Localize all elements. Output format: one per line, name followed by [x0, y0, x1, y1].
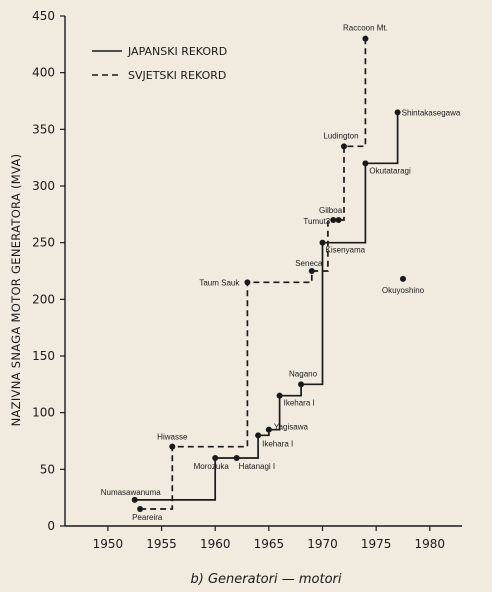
point-label: Ikehara I: [284, 399, 315, 408]
data-point: [394, 109, 401, 116]
point-label: Ludington: [323, 131, 358, 140]
point-label: Yagisawa: [274, 423, 309, 432]
data-point: [330, 217, 337, 223]
data-point: [233, 455, 240, 461]
data-point: [265, 426, 272, 433]
data-point: [335, 217, 342, 223]
y-tick-label: 200: [32, 292, 55, 306]
y-tick-label: 300: [32, 179, 55, 193]
point-label: Hiwasse: [157, 433, 188, 442]
data-point: [319, 239, 326, 246]
y-tick-label: 250: [32, 236, 55, 250]
data-point: [137, 506, 144, 512]
data-point: [399, 275, 406, 282]
point-label: Numasawanuma: [101, 488, 162, 497]
x-tick-label: 1970: [307, 537, 338, 551]
point-label: Peareira: [132, 513, 163, 522]
chart-caption: b) Generatori — motori: [191, 572, 342, 587]
data-point: [362, 160, 369, 167]
y-axis-label: NAZIVNA SNAGA MOTOR GENERATORA (MVA): [9, 154, 23, 427]
point-label: Seneca: [295, 259, 323, 268]
legend: JAPANSKI REKORD SVJETSKI REKORD: [92, 45, 227, 82]
data-point: [169, 443, 176, 450]
y-tick-label: 100: [32, 406, 55, 420]
plot-area: 0 50 100 150 200 250 300 350 400 450 1950 1955 1960 1…: [32, 9, 462, 551]
data-point: [255, 432, 262, 439]
x-tick-label: 1955: [146, 537, 177, 551]
point-label: Shintakasegawa: [402, 108, 461, 117]
point-label: Nagano: [289, 369, 318, 378]
point-label: Tumut3: [303, 217, 330, 226]
y-tick-label: 50: [40, 462, 55, 476]
point-label: Morozuka: [194, 462, 230, 471]
data-point: [340, 143, 347, 150]
legend-label-japan: JAPANSKI REKORD: [127, 45, 227, 58]
point-label: Ikehara I: [262, 439, 293, 448]
x-tick-label: 1950: [93, 537, 124, 551]
data-point: [131, 496, 138, 503]
point-label: Kisenyama: [326, 246, 366, 255]
point-label: Hatanagi I: [239, 462, 275, 471]
point-label: Okuyoshino: [382, 286, 425, 295]
point-label: Gilboa: [319, 206, 343, 215]
data-point: [298, 381, 305, 388]
points-layer: Numasawanuma Peareira Hiwasse Morozuka Hatan…: [101, 24, 461, 522]
y-tick-label: 350: [32, 122, 55, 136]
point-label: Taum Sauk: [199, 278, 240, 287]
data-point: [362, 35, 369, 42]
data-point: [212, 455, 219, 461]
axis-ticks: 0 50 100 150 200 250 300 350 400 450 1950 1955 1960 1…: [32, 9, 445, 551]
y-tick-label: 450: [32, 9, 55, 23]
x-tick-label: 1975: [361, 537, 392, 551]
x-tick-label: 1960: [200, 537, 231, 551]
point-label: Okutataragi: [369, 166, 411, 175]
y-tick-label: 0: [47, 519, 55, 533]
x-tick-label: 1965: [254, 537, 285, 551]
data-point: [308, 268, 315, 274]
data-point: [276, 392, 283, 399]
x-tick-label: 1980: [415, 537, 446, 551]
y-tick-label: 150: [32, 349, 55, 363]
legend-label-world: SVJETSKI REKORD: [128, 69, 226, 82]
point-label: Raccoon Mt.: [343, 24, 388, 33]
y-tick-label: 400: [32, 66, 55, 80]
data-point: [244, 279, 251, 286]
